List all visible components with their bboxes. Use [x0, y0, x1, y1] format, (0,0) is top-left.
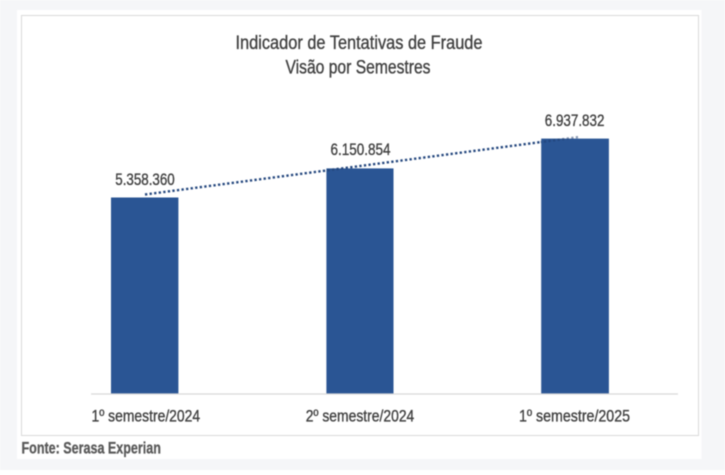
svg-text:Fonte: Serasa Experian: Fonte: Serasa Experian: [22, 438, 161, 457]
svg-text:2º semestre/2024: 2º semestre/2024: [306, 407, 415, 426]
svg-text:1º semestre/2025: 1º semestre/2025: [519, 407, 630, 426]
svg-text:Indicador de Tentativas de Fra: Indicador de Tentativas de Fraude: [236, 32, 483, 54]
svg-text:1º semestre/2024: 1º semestre/2024: [92, 407, 201, 426]
svg-text:6.937.832: 6.937.832: [545, 111, 605, 130]
svg-text:5.358.360: 5.358.360: [115, 170, 175, 189]
svg-text:Visão por Semestres: Visão por Semestres: [286, 57, 431, 79]
svg-text:6.150.854: 6.150.854: [331, 140, 391, 159]
